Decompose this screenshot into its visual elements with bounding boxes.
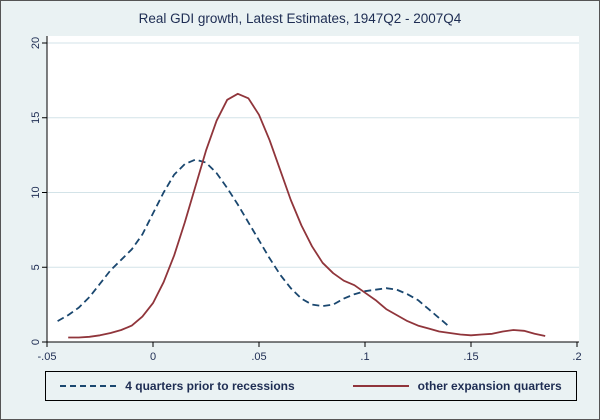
legend-label-expansion: other expansion quarters xyxy=(417,379,562,393)
chart-title: Real GDI growth, Latest Estimates, 1947Q… xyxy=(138,11,462,26)
dashed-line-sample xyxy=(60,385,117,387)
plot-area xyxy=(47,36,579,342)
legend-label-recessions: 4 quarters prior to recessions xyxy=(125,379,295,393)
legend-item-expansion: other expansion quarters xyxy=(352,379,562,393)
x-tick-label: .15 xyxy=(463,351,478,363)
series-line-0 xyxy=(57,158,451,328)
legend-item-recessions: 4 quarters prior to recessions xyxy=(60,379,295,393)
x-tick-label: .05 xyxy=(251,351,266,363)
x-tick-label: .1 xyxy=(360,351,369,363)
y-tick-label: 5 xyxy=(30,264,42,270)
y-tick-label: 20 xyxy=(30,37,42,49)
y-tick-label: 10 xyxy=(30,186,42,198)
y-tick-label: 0 xyxy=(30,339,42,345)
x-tick-label: -.05 xyxy=(38,351,57,363)
legend-box: 4 quarters prior to recessions other exp… xyxy=(45,371,577,401)
x-tick-label: 0 xyxy=(150,351,156,363)
y-tick-label: 15 xyxy=(30,112,42,124)
x-tick-label: .2 xyxy=(572,351,581,363)
series-line-1 xyxy=(68,92,546,339)
solid-line-sample xyxy=(352,385,409,387)
